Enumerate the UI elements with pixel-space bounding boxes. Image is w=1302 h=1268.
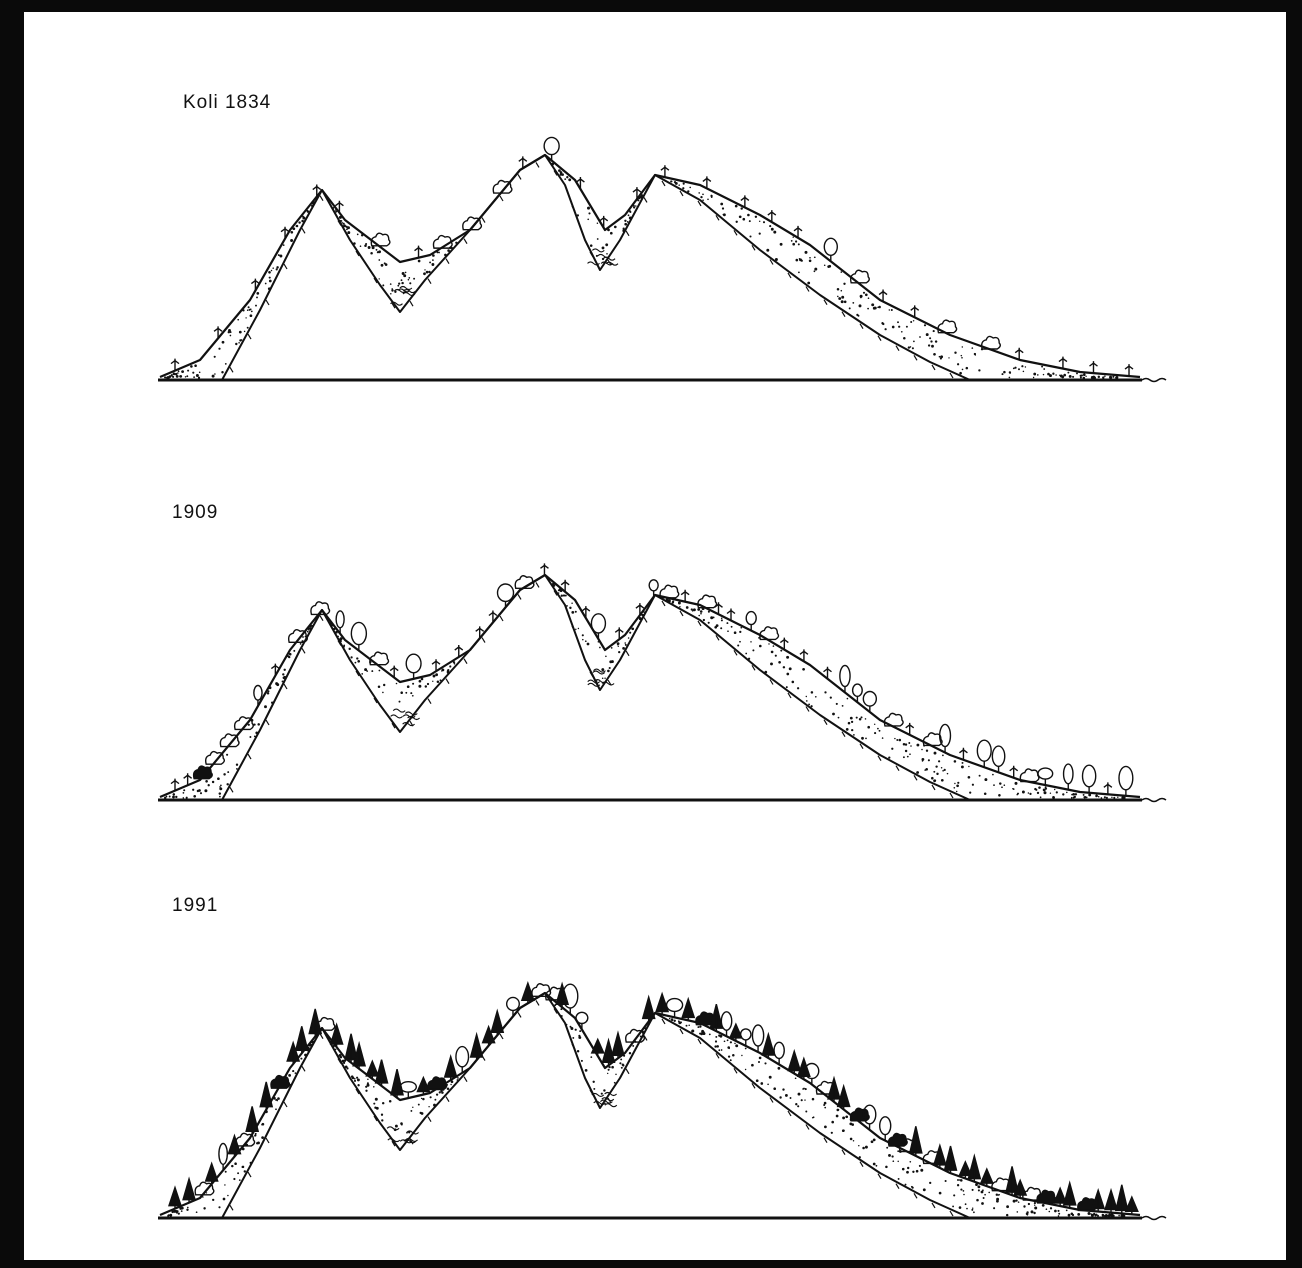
terrain-surface [159,991,1141,1217]
bedrock-line [221,992,971,1219]
terrain-surface [159,153,1141,379]
vegetation [170,136,1134,377]
valley-water [386,1091,618,1144]
profile-1834 [158,136,1167,383]
water-mark [1141,377,1167,383]
valley-water [390,248,619,306]
soil-stipple [167,999,1126,1218]
vegetation [168,980,1139,1215]
panel-label-1991: 1991 [172,895,219,916]
bedrock-ticks [229,162,954,379]
profile-1991 [158,980,1167,1221]
panel-label-1909: 1909 [172,502,219,523]
valley-water [390,668,615,727]
water-mark [1141,797,1167,803]
terrain-surface [159,573,1141,799]
water-mark [1141,1215,1167,1221]
panel-label-1834: Koli 1834 [183,92,272,113]
vegetation [170,563,1134,796]
bedrock-line [221,154,971,381]
bedrock-ticks [229,582,954,799]
bedrock-ticks [229,1000,954,1217]
bedrock-line [221,574,971,801]
profile-1909 [158,563,1167,803]
soil-stipple [164,162,1119,380]
